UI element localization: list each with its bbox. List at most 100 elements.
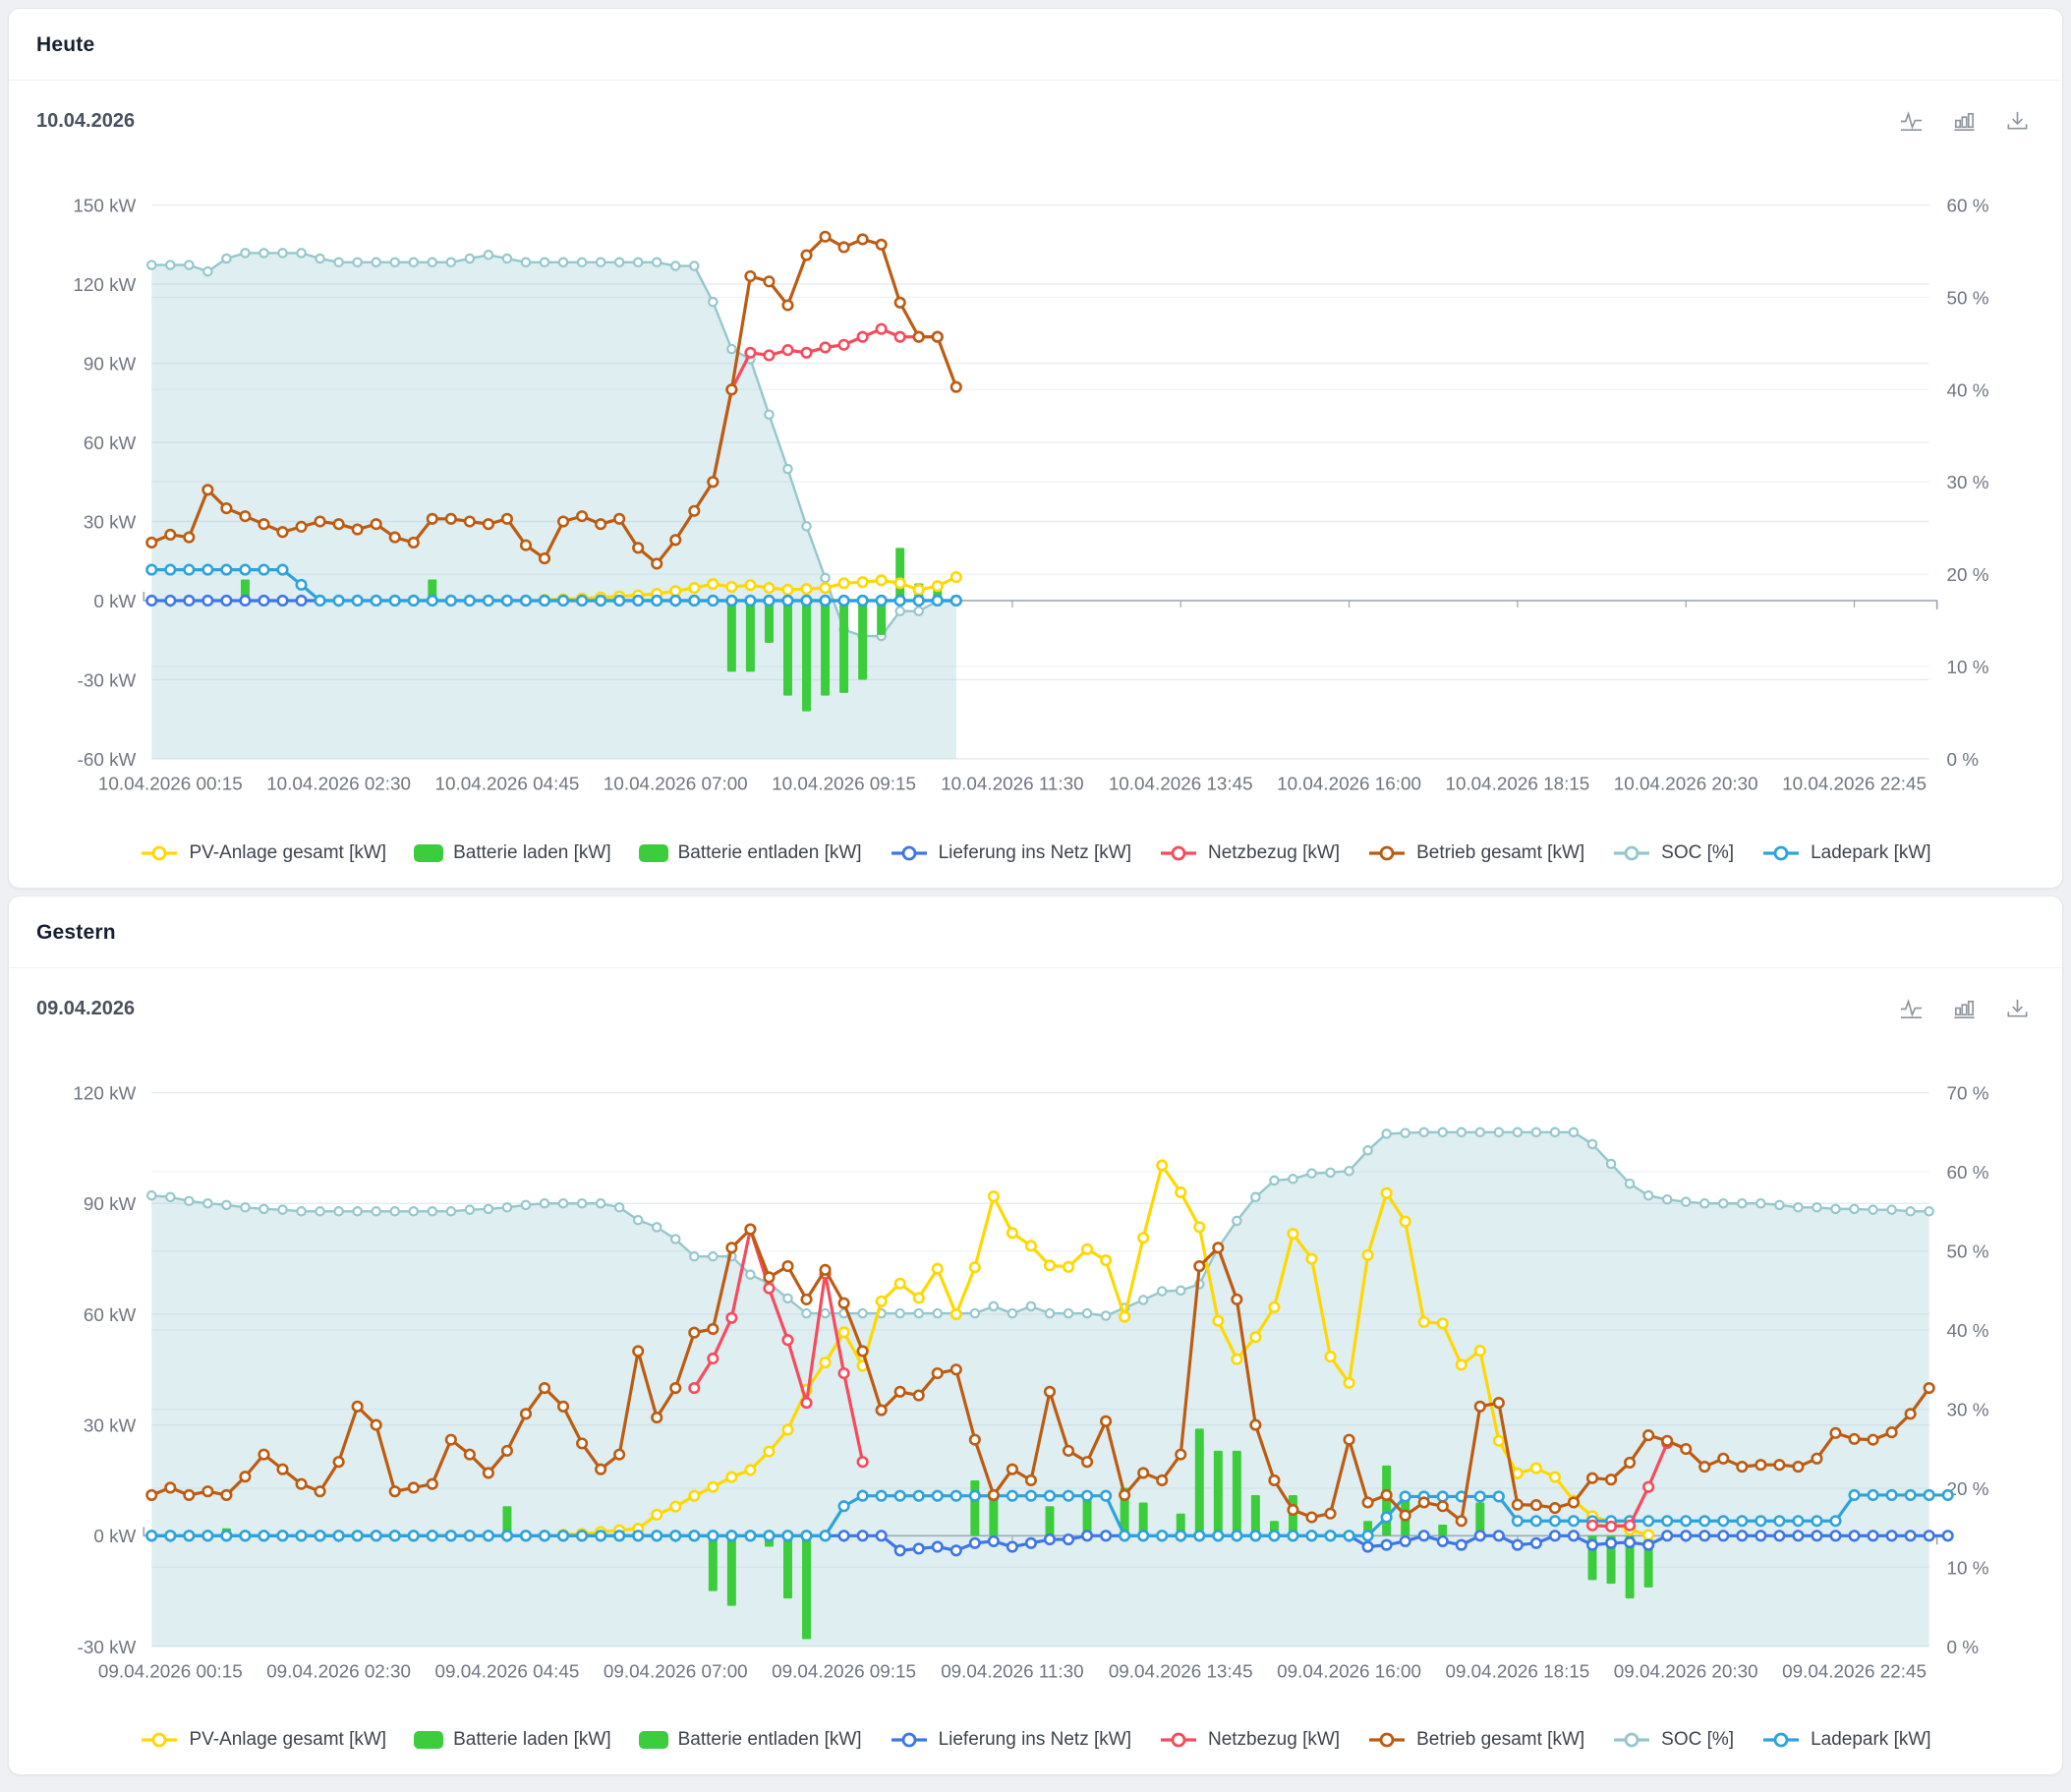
legend-marker-plant_total bbox=[1369, 845, 1406, 861]
svg-text:0 %: 0 % bbox=[1947, 749, 1980, 770]
panel-yesterday-title: Gestern bbox=[9, 896, 2062, 968]
energy-chart-yesterday: -30 kW 0 kW 30 kW 60 kW 90 kW 120 kW 0 % 10 % 20… bbox=[73, 1082, 1989, 1681]
svg-text:10.04.2026 16:00: 10.04.2026 16:00 bbox=[1277, 774, 1421, 794]
legend-marker-plant_total bbox=[1369, 1732, 1406, 1748]
chart-header: 09.04.2026 bbox=[34, 974, 2037, 1026]
legend-marker-feed_in bbox=[891, 845, 927, 861]
legend-marker-batt_discharge bbox=[638, 1731, 668, 1750]
svg-text:09.04.2026 02:30: 09.04.2026 02:30 bbox=[266, 1660, 411, 1681]
legend-marker-ladepark bbox=[1763, 845, 1800, 861]
legend-marker-ladepark bbox=[1763, 1732, 1800, 1748]
legend-label: Lieferung ins Netz [kW] bbox=[938, 1729, 1131, 1751]
legend-item-grid_purchase[interactable]: Netzbezug [kW] bbox=[1159, 842, 1340, 864]
panel-yesterday-body: 09.04.2026 bbox=[9, 968, 2062, 1775]
chart-legend: PV-Anlage gesamt [kW] Batterie laden [kW]… bbox=[34, 842, 2037, 864]
svg-text:10.04.2026 04:45: 10.04.2026 04:45 bbox=[435, 774, 580, 794]
svg-text:-30 kW: -30 kW bbox=[78, 1637, 137, 1657]
download-icon[interactable] bbox=[2004, 108, 2031, 135]
chart-date: 10.04.2026 bbox=[36, 110, 136, 132]
svg-text:40 %: 40 % bbox=[1947, 379, 1989, 400]
legend-label: Lieferung ins Netz [kW] bbox=[938, 841, 1131, 863]
svg-text:-30 kW: -30 kW bbox=[78, 669, 137, 690]
legend-label: Ladepark [kW] bbox=[1811, 841, 1931, 863]
svg-text:10.04.2026 13:45: 10.04.2026 13:45 bbox=[1109, 774, 1253, 794]
svg-text:50 %: 50 % bbox=[1947, 287, 1989, 308]
svg-text:09.04.2026 09:15: 09.04.2026 09:15 bbox=[772, 1660, 916, 1681]
legend-label: Betrieb gesamt [kW] bbox=[1416, 841, 1585, 863]
legend-label: SOC [%] bbox=[1661, 1729, 1735, 1751]
legend-item-feed_in[interactable]: Lieferung ins Netz [kW] bbox=[890, 842, 1131, 864]
svg-text:10.04.2026 09:15: 10.04.2026 09:15 bbox=[772, 774, 916, 794]
svg-text:09.04.2026 16:00: 09.04.2026 16:00 bbox=[1277, 1660, 1421, 1681]
legend-marker-pv bbox=[142, 845, 178, 861]
legend-marker-soc bbox=[1614, 845, 1650, 861]
legend-item-ladepark[interactable]: Ladepark [kW] bbox=[1761, 1729, 1931, 1751]
svg-text:150 kW: 150 kW bbox=[73, 196, 136, 216]
legend-item-ladepark[interactable]: Ladepark [kW] bbox=[1761, 842, 1931, 864]
svg-text:10.04.2026 20:30: 10.04.2026 20:30 bbox=[1614, 774, 1758, 794]
legend-marker-grid_purchase bbox=[1160, 845, 1196, 861]
legend-item-soc[interactable]: SOC [%] bbox=[1612, 842, 1734, 864]
chart-header: 10.04.2026 bbox=[34, 87, 2037, 139]
svg-text:30 kW: 30 kW bbox=[84, 511, 137, 532]
legend-label: Batterie laden [kW] bbox=[453, 841, 611, 863]
energy-chart-today: -60 kW -30 kW 0 kW 30 kW 60 kW 90 kW 120 kW 150… bbox=[73, 196, 1989, 794]
legend-item-plant_total[interactable]: Betrieb gesamt [kW] bbox=[1367, 842, 1584, 864]
svg-text:30 kW: 30 kW bbox=[84, 1415, 137, 1435]
legend-marker-soc bbox=[1614, 1732, 1650, 1748]
svg-text:09.04.2026 00:15: 09.04.2026 00:15 bbox=[98, 1660, 243, 1681]
legend-marker-batt_charge bbox=[414, 1731, 444, 1750]
panel-yesterday: Gestern 09.04.2026 bbox=[8, 895, 2063, 1776]
svg-text:09.04.2026 13:45: 09.04.2026 13:45 bbox=[1109, 1660, 1253, 1681]
legend-item-plant_total[interactable]: Betrieb gesamt [kW] bbox=[1367, 1729, 1584, 1751]
legend-label: Batterie entladen [kW] bbox=[677, 841, 862, 863]
legend-marker-pv bbox=[142, 1732, 178, 1748]
svg-text:90 kW: 90 kW bbox=[84, 353, 137, 374]
svg-text:30 %: 30 % bbox=[1947, 1399, 1989, 1419]
legend-item-pv[interactable]: PV-Anlage gesamt [kW] bbox=[140, 1729, 386, 1751]
legend-item-batt_discharge[interactable]: Batterie entladen [kW] bbox=[638, 1729, 862, 1751]
legend-item-grid_purchase[interactable]: Netzbezug [kW] bbox=[1159, 1729, 1340, 1751]
panel-today-title: Heute bbox=[9, 9, 2062, 81]
legend-item-batt_charge[interactable]: Batterie laden [kW] bbox=[414, 1729, 611, 1751]
svg-text:10.04.2026 22:45: 10.04.2026 22:45 bbox=[1782, 774, 1927, 794]
legend-item-pv[interactable]: PV-Anlage gesamt [kW] bbox=[140, 842, 386, 864]
line-chart-icon[interactable] bbox=[1898, 108, 1925, 135]
svg-text:09.04.2026 20:30: 09.04.2026 20:30 bbox=[1614, 1660, 1758, 1681]
svg-text:90 kW: 90 kW bbox=[84, 1193, 137, 1214]
legend-label: Batterie laden [kW] bbox=[453, 1729, 611, 1751]
line-chart-icon[interactable] bbox=[1898, 996, 1925, 1022]
svg-text:20 %: 20 % bbox=[1947, 1478, 1989, 1499]
svg-text:60 %: 60 % bbox=[1947, 1162, 1989, 1183]
svg-text:09.04.2026 11:30: 09.04.2026 11:30 bbox=[941, 1660, 1083, 1681]
chart-date: 09.04.2026 bbox=[36, 997, 136, 1019]
legend-marker-batt_charge bbox=[414, 843, 444, 862]
legend-item-batt_discharge[interactable]: Batterie entladen [kW] bbox=[638, 841, 862, 864]
chart-toolbar bbox=[1898, 108, 2031, 135]
bar-chart-icon[interactable] bbox=[1951, 996, 1978, 1022]
svg-text:60 kW: 60 kW bbox=[84, 1303, 137, 1324]
svg-text:40 %: 40 % bbox=[1947, 1320, 1989, 1341]
svg-text:10 %: 10 % bbox=[1947, 1557, 1989, 1578]
svg-text:30 %: 30 % bbox=[1947, 472, 1989, 492]
legend-item-soc[interactable]: SOC [%] bbox=[1612, 1729, 1734, 1751]
legend-label: Netzbezug [kW] bbox=[1207, 1729, 1341, 1751]
legend-label: Netzbezug [kW] bbox=[1207, 841, 1341, 863]
svg-text:50 %: 50 % bbox=[1947, 1241, 1989, 1261]
legend-label: PV-Anlage gesamt [kW] bbox=[189, 841, 387, 863]
legend-marker-grid_purchase bbox=[1160, 1732, 1196, 1748]
legend-item-feed_in[interactable]: Lieferung ins Netz [kW] bbox=[890, 1729, 1131, 1751]
svg-text:60 kW: 60 kW bbox=[84, 433, 137, 453]
legend-item-batt_charge[interactable]: Batterie laden [kW] bbox=[414, 842, 611, 864]
legend-marker-feed_in bbox=[891, 1732, 927, 1748]
svg-text:10.04.2026 02:30: 10.04.2026 02:30 bbox=[266, 774, 411, 794]
legend-label: Betrieb gesamt [kW] bbox=[1416, 1729, 1585, 1751]
svg-text:09.04.2026 04:45: 09.04.2026 04:45 bbox=[435, 1660, 580, 1681]
bar-chart-icon[interactable] bbox=[1951, 108, 1978, 135]
download-icon[interactable] bbox=[2004, 996, 2031, 1022]
legend-label: PV-Anlage gesamt [kW] bbox=[189, 1729, 387, 1751]
panel-today: Heute 10.04.2026 bbox=[8, 8, 2063, 889]
svg-text:09.04.2026 07:00: 09.04.2026 07:00 bbox=[604, 1660, 748, 1681]
legend-label: Batterie entladen [kW] bbox=[677, 1729, 862, 1751]
